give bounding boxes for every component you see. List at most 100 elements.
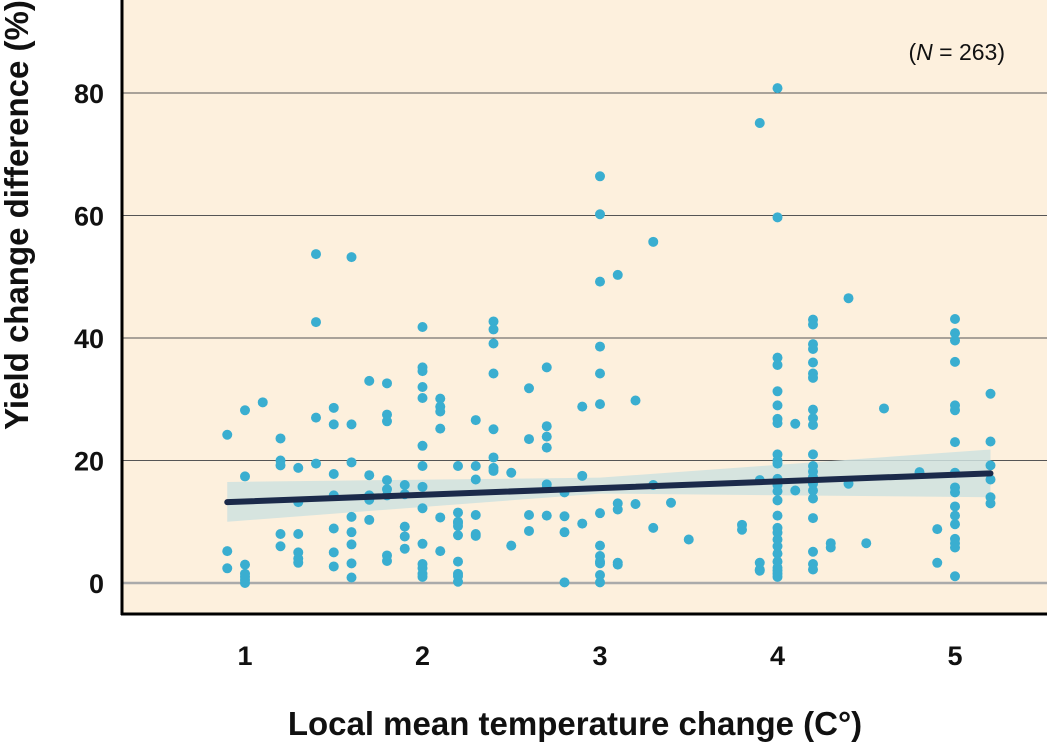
data-point bbox=[453, 530, 463, 541]
x-tick-label: 2 bbox=[415, 641, 430, 671]
data-point bbox=[470, 415, 481, 426]
data-point bbox=[417, 538, 428, 549]
data-point bbox=[240, 471, 250, 482]
data-point bbox=[240, 405, 250, 416]
data-point bbox=[346, 419, 357, 430]
data-point bbox=[950, 356, 960, 367]
data-point bbox=[790, 485, 801, 496]
data-point bbox=[364, 375, 375, 386]
trend-line bbox=[224, 470, 994, 506]
data-point bbox=[382, 378, 392, 389]
data-point bbox=[293, 529, 304, 539]
x-axis-title: Local mean temperature change (C°) bbox=[288, 705, 862, 742]
data-point bbox=[950, 314, 960, 325]
data-point bbox=[772, 386, 783, 397]
data-points bbox=[222, 83, 996, 588]
data-point bbox=[435, 406, 446, 417]
data-point bbox=[772, 212, 783, 223]
data-point bbox=[595, 368, 605, 379]
data-point bbox=[879, 403, 889, 414]
data-point bbox=[488, 368, 499, 379]
data-point bbox=[595, 508, 605, 519]
data-point bbox=[985, 498, 996, 509]
data-point bbox=[453, 507, 463, 518]
sample-size-annotation: (N = 263) bbox=[908, 39, 1005, 65]
data-point bbox=[346, 252, 357, 263]
data-point bbox=[577, 470, 588, 481]
y-tick-label: 20 bbox=[74, 447, 104, 477]
data-point bbox=[985, 388, 996, 399]
data-point bbox=[808, 372, 818, 383]
data-point bbox=[985, 474, 996, 485]
data-point bbox=[382, 475, 392, 486]
data-point bbox=[399, 531, 410, 542]
data-point bbox=[399, 480, 410, 490]
data-point bbox=[985, 460, 996, 471]
data-point bbox=[772, 541, 783, 552]
data-point bbox=[524, 383, 534, 394]
data-point bbox=[399, 543, 410, 554]
data-point bbox=[435, 512, 446, 523]
data-point bbox=[417, 503, 428, 514]
data-point bbox=[772, 495, 783, 506]
data-point bbox=[950, 501, 960, 512]
data-point bbox=[524, 434, 534, 445]
data-point bbox=[595, 276, 605, 287]
data-point bbox=[808, 493, 818, 504]
data-point bbox=[417, 366, 428, 377]
data-point bbox=[346, 457, 357, 468]
data-point bbox=[950, 571, 960, 582]
data-point bbox=[488, 338, 499, 349]
data-point bbox=[737, 524, 747, 535]
data-point bbox=[754, 118, 765, 129]
data-point bbox=[666, 497, 676, 508]
data-point bbox=[772, 400, 783, 411]
data-point bbox=[275, 433, 286, 444]
data-point bbox=[417, 393, 428, 404]
data-point bbox=[772, 83, 783, 94]
data-point bbox=[417, 321, 428, 332]
data-point bbox=[293, 557, 304, 568]
data-point bbox=[772, 458, 783, 469]
data-point bbox=[222, 546, 233, 557]
data-point bbox=[382, 416, 392, 427]
data-point bbox=[595, 577, 605, 588]
data-point bbox=[524, 510, 534, 521]
data-point bbox=[417, 461, 428, 472]
data-point bbox=[311, 412, 321, 423]
data-point bbox=[595, 570, 605, 581]
data-point bbox=[577, 401, 588, 412]
data-point bbox=[950, 519, 960, 530]
data-point bbox=[470, 510, 481, 521]
data-point bbox=[683, 534, 694, 545]
data-point bbox=[808, 449, 818, 460]
data-point bbox=[488, 424, 499, 435]
data-point bbox=[488, 324, 499, 335]
y-tick-labels: 0 20 40 60 80 bbox=[74, 79, 104, 599]
data-point bbox=[932, 524, 943, 535]
data-point bbox=[950, 405, 960, 416]
x-tick-label: 4 bbox=[770, 641, 785, 671]
data-point bbox=[488, 452, 499, 463]
data-point bbox=[346, 572, 357, 583]
data-point bbox=[417, 481, 428, 492]
y-axis-title: Yield change difference (%) bbox=[0, 0, 35, 430]
data-point bbox=[612, 559, 623, 570]
data-point bbox=[541, 362, 552, 373]
data-point bbox=[595, 171, 605, 182]
data-point bbox=[506, 467, 517, 478]
data-point bbox=[950, 437, 960, 448]
data-point bbox=[311, 249, 321, 260]
data-point bbox=[772, 510, 783, 521]
data-point bbox=[470, 474, 481, 485]
data-point bbox=[950, 487, 960, 498]
data-point bbox=[470, 530, 481, 541]
data-point bbox=[648, 522, 659, 533]
data-point bbox=[275, 460, 286, 471]
data-point bbox=[328, 419, 339, 430]
data-point bbox=[808, 357, 818, 368]
data-point bbox=[950, 510, 960, 521]
data-point bbox=[772, 486, 783, 497]
data-point bbox=[346, 511, 357, 522]
data-point bbox=[950, 335, 960, 346]
